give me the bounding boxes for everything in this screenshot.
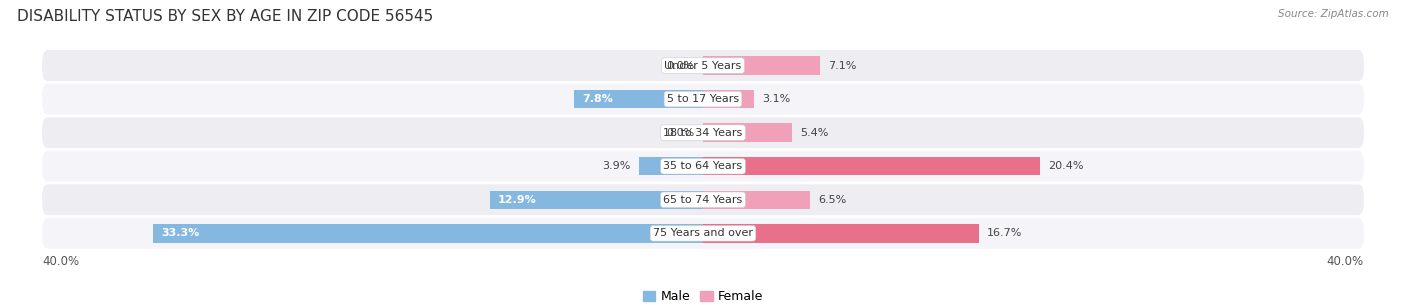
Bar (574, 90, 703, 108)
Text: 3.1%: 3.1% (762, 94, 790, 104)
Text: 7.1%: 7.1% (828, 61, 856, 70)
Text: 5.4%: 5.4% (800, 128, 830, 138)
Bar (703, 124, 792, 142)
Legend: Male, Female: Male, Female (638, 285, 768, 305)
Text: 20.4%: 20.4% (1049, 161, 1084, 171)
Bar (638, 157, 703, 175)
Text: 0.0%: 0.0% (666, 61, 695, 70)
Bar (703, 191, 810, 209)
Text: 33.3%: 33.3% (162, 228, 200, 238)
Text: 0.0%: 0.0% (666, 128, 695, 138)
FancyBboxPatch shape (42, 184, 1364, 215)
Text: DISABILITY STATUS BY SEX BY AGE IN ZIP CODE 56545: DISABILITY STATUS BY SEX BY AGE IN ZIP C… (17, 9, 433, 24)
Text: 12.9%: 12.9% (498, 195, 537, 205)
Text: 16.7%: 16.7% (987, 228, 1022, 238)
Bar (703, 90, 754, 108)
Text: 3.9%: 3.9% (602, 161, 630, 171)
Text: 5 to 17 Years: 5 to 17 Years (666, 94, 740, 104)
Text: 40.0%: 40.0% (42, 255, 79, 268)
FancyBboxPatch shape (42, 84, 1364, 115)
Bar (703, 224, 979, 242)
FancyBboxPatch shape (42, 117, 1364, 148)
Bar (153, 224, 703, 242)
FancyBboxPatch shape (42, 151, 1364, 182)
Bar (703, 56, 820, 75)
Text: 18 to 34 Years: 18 to 34 Years (664, 128, 742, 138)
Text: 6.5%: 6.5% (818, 195, 846, 205)
Text: 75 Years and over: 75 Years and over (652, 228, 754, 238)
FancyBboxPatch shape (42, 218, 1364, 249)
Bar (489, 191, 703, 209)
Text: 40.0%: 40.0% (1327, 255, 1364, 268)
FancyBboxPatch shape (42, 50, 1364, 81)
Text: Source: ZipAtlas.com: Source: ZipAtlas.com (1278, 9, 1389, 19)
Text: 7.8%: 7.8% (582, 94, 613, 104)
Bar (703, 157, 1040, 175)
Text: Under 5 Years: Under 5 Years (665, 61, 741, 70)
Text: 65 to 74 Years: 65 to 74 Years (664, 195, 742, 205)
Text: 35 to 64 Years: 35 to 64 Years (664, 161, 742, 171)
